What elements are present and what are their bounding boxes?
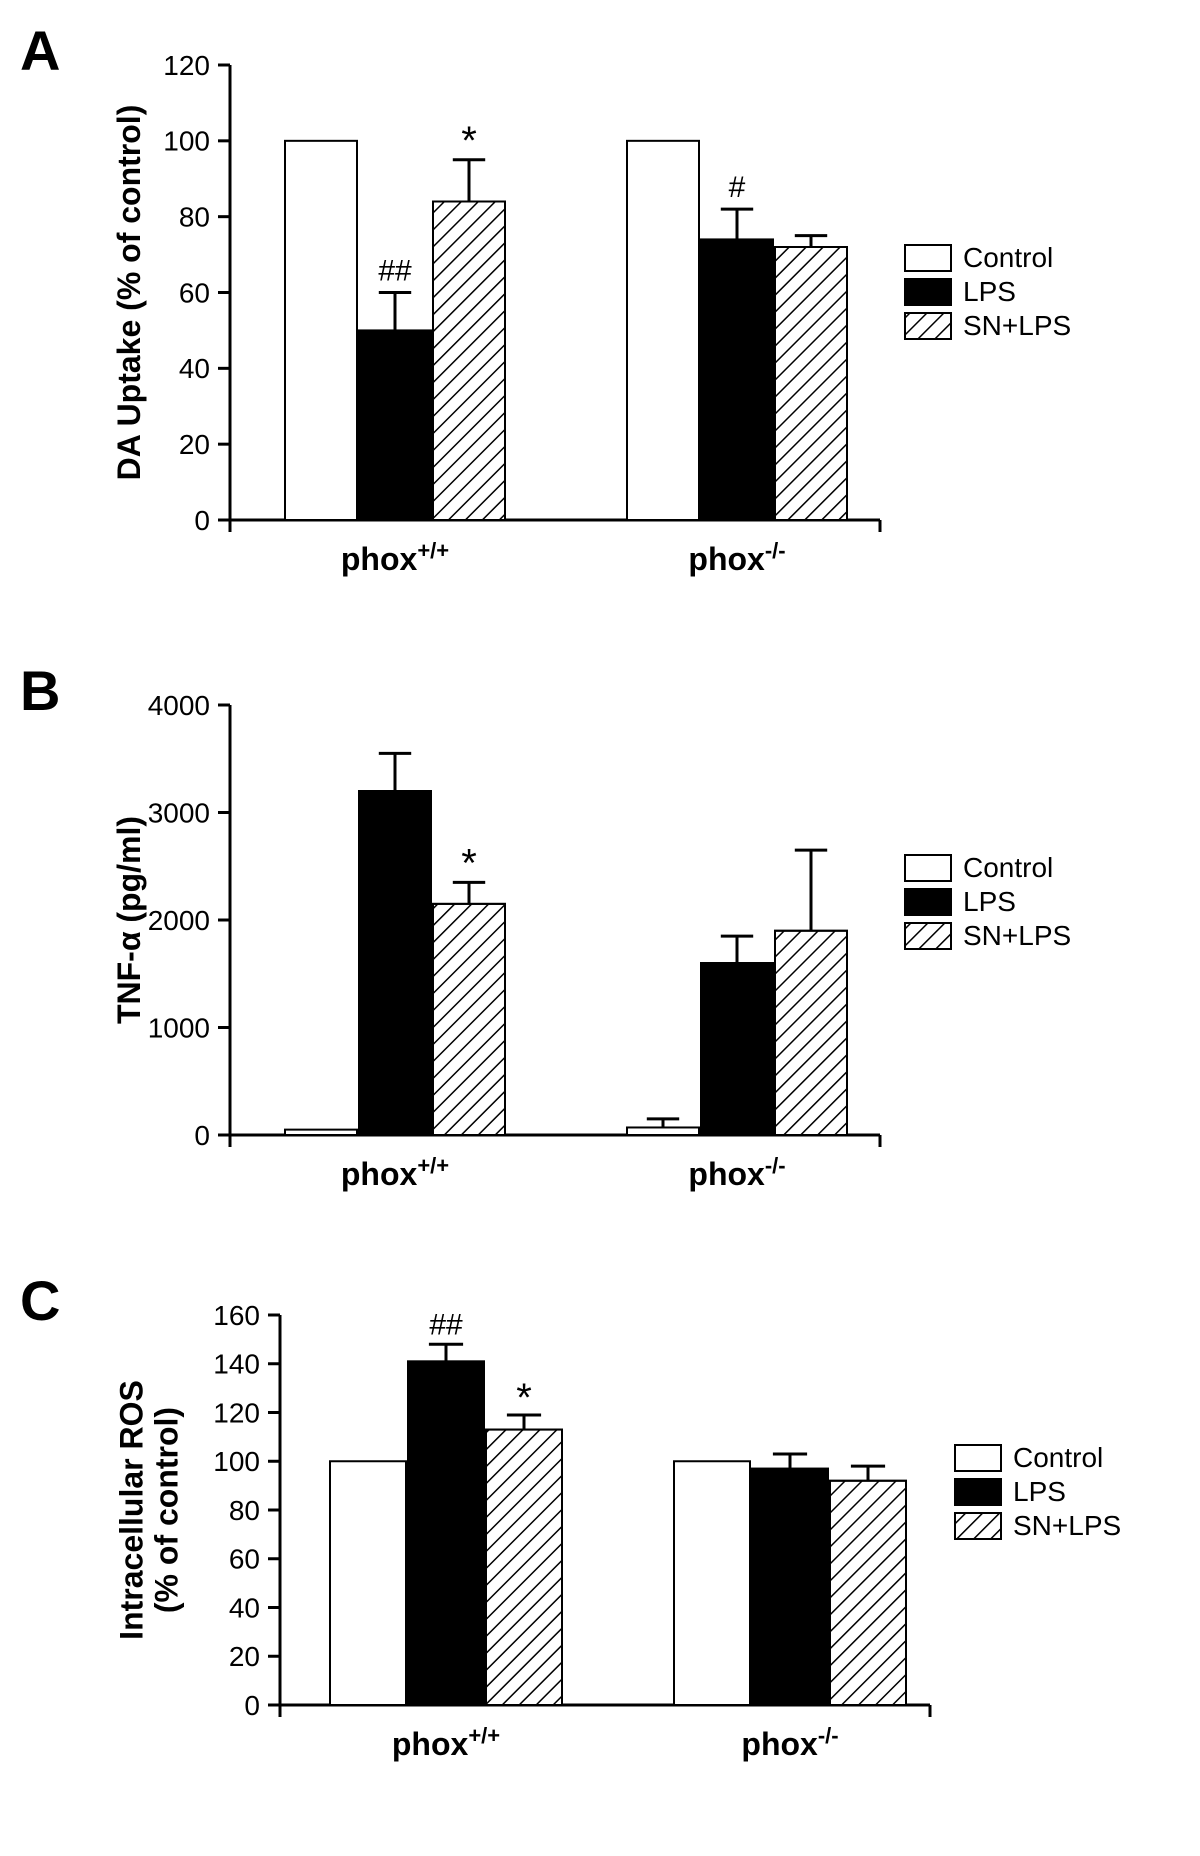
panel-label: A [20, 19, 60, 82]
y-axis-label: TNF-α (pg/ml) [111, 816, 147, 1024]
legend-label: LPS [1013, 1476, 1066, 1507]
y-tick-label: 40 [179, 353, 210, 384]
bar-hatch [775, 247, 847, 520]
panel-A: A 0 20 40 60 80 100 120 DA Uptake (% of control)… [20, 19, 1071, 577]
bar [359, 330, 431, 520]
bar [627, 1127, 699, 1135]
group-label: phox+/+ [341, 1153, 449, 1193]
y-tick-label: 20 [179, 429, 210, 460]
y-axis-label: Intracellular ROS(% of control) [113, 1380, 184, 1640]
legend-label: SN+LPS [1013, 1510, 1121, 1541]
bar [285, 141, 357, 520]
bar [701, 239, 773, 520]
legend-label: SN+LPS [963, 920, 1071, 951]
panel-label: C [20, 1269, 60, 1332]
group-label: phox-/- [741, 1723, 838, 1763]
bar-hatch [433, 202, 505, 521]
y-tick-label: 60 [229, 1544, 260, 1575]
y-tick-label: 0 [194, 505, 210, 536]
y-tick-label: 120 [163, 50, 210, 81]
y-tick-label: 1000 [148, 1012, 210, 1043]
y-tick-label: 120 [213, 1397, 260, 1428]
legend-label: LPS [963, 886, 1016, 917]
y-tick-label: 100 [213, 1446, 260, 1477]
legend-label: Control [1013, 1442, 1103, 1473]
y-tick-label: 160 [213, 1300, 260, 1331]
figure-svg: A 0 20 40 60 80 100 120 DA Uptake (% of control)… [0, 0, 1200, 1851]
legend-swatch [905, 855, 951, 881]
legend-swatch [905, 279, 951, 305]
y-tick-label: 140 [213, 1349, 260, 1380]
y-tick-label: 20 [229, 1641, 260, 1672]
y-tick-label: 0 [194, 1120, 210, 1151]
legend-label: LPS [963, 276, 1016, 307]
bar [359, 791, 431, 1135]
legend-label: Control [963, 242, 1053, 273]
panel-label: B [20, 659, 60, 722]
significance-marker: * [461, 841, 477, 885]
figure-root: A 0 20 40 60 80 100 120 DA Uptake (% of control)… [0, 0, 1200, 1851]
legend-swatch [955, 1445, 1001, 1471]
panel-B: B 0 1000 2000 3000 4000 TNF-α (pg/ml) phox+/+ ph… [20, 659, 1071, 1192]
bar-hatch [433, 904, 505, 1135]
legend-swatch-hatch [905, 923, 951, 949]
significance-marker: # [729, 171, 746, 204]
y-tick-label: 80 [229, 1495, 260, 1526]
bar [408, 1361, 484, 1705]
legend-swatch-hatch [955, 1513, 1001, 1539]
bar [285, 1130, 357, 1135]
significance-marker: * [516, 1376, 532, 1420]
y-tick-label: 2000 [148, 905, 210, 936]
y-tick-label: 3000 [148, 797, 210, 828]
y-axis-label: DA Uptake (% of control) [111, 105, 147, 481]
legend-label: Control [963, 852, 1053, 883]
bar [627, 141, 699, 520]
legend-label: SN+LPS [963, 310, 1071, 341]
group-label: phox-/- [688, 1153, 785, 1193]
y-tick-label: 100 [163, 126, 210, 157]
group-label: phox-/- [688, 538, 785, 578]
significance-marker: ## [378, 255, 412, 288]
legend-swatch [955, 1479, 1001, 1505]
y-tick-label: 0 [244, 1690, 260, 1721]
legend-swatch-hatch [905, 313, 951, 339]
bar-hatch [830, 1481, 906, 1705]
legend-swatch [905, 245, 951, 271]
group-label: phox+/+ [392, 1723, 500, 1763]
bar [752, 1469, 828, 1705]
bar [674, 1461, 750, 1705]
significance-marker: ## [429, 1308, 463, 1341]
group-label: phox+/+ [341, 538, 449, 578]
bar [701, 963, 773, 1135]
bar-hatch [775, 931, 847, 1135]
bar-hatch [486, 1430, 562, 1705]
y-tick-label: 60 [179, 277, 210, 308]
y-tick-label: 80 [179, 201, 210, 232]
bar [330, 1461, 406, 1705]
legend-swatch [905, 889, 951, 915]
y-tick-label: 4000 [148, 690, 210, 721]
y-tick-label: 40 [229, 1592, 260, 1623]
panel-C: C 0 20 40 60 80 100 120 140 160 Intracellular ROS(… [20, 1269, 1121, 1762]
significance-marker: * [461, 119, 477, 163]
